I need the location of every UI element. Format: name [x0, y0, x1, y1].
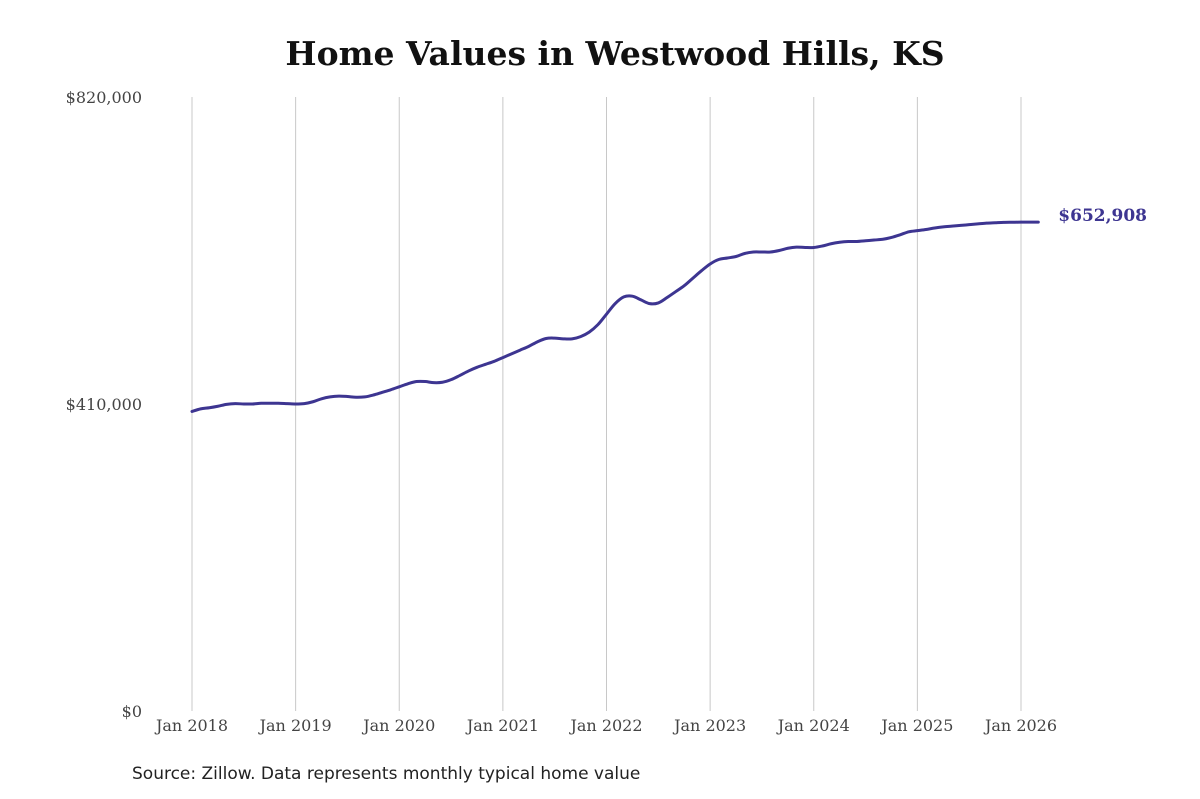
x-tick-label: Jan 2019 — [258, 716, 332, 735]
x-tick-label: Jan 2022 — [568, 716, 642, 735]
y-tick-label: $820,000 — [66, 88, 142, 107]
x-tick-label: Jan 2024 — [776, 716, 850, 735]
end-label-layer: $652,908 — [1058, 206, 1147, 226]
x-tick-label: Jan 2023 — [672, 716, 746, 735]
chart-title: Home Values in Westwood Hills, KS — [285, 34, 945, 73]
x-tick-label: Jan 2025 — [879, 716, 953, 735]
x-tick-label: Jan 2021 — [465, 716, 539, 735]
x-axis-ticks: Jan 2018 Jan 2019 Jan 2020 Jan 2021 Jan 2022… — [154, 716, 1057, 735]
y-tick-label: $410,000 — [66, 395, 142, 414]
end-value-label: $652,908 — [1058, 206, 1147, 226]
x-tick-label: Jan 2018 — [154, 716, 228, 735]
y-axis-ticks: $0 $410,000 $820,000 — [66, 88, 142, 721]
x-tick-label: Jan 2020 — [361, 716, 435, 735]
x-tick-label: Jan 2026 — [983, 716, 1057, 735]
source-note: Source: Zillow. Data represents monthly … — [132, 764, 641, 784]
series-layer — [190, 220, 1040, 413]
gridlines — [191, 97, 1022, 711]
y-tick-label: $0 — [122, 702, 142, 721]
series-line — [190, 220, 1040, 413]
